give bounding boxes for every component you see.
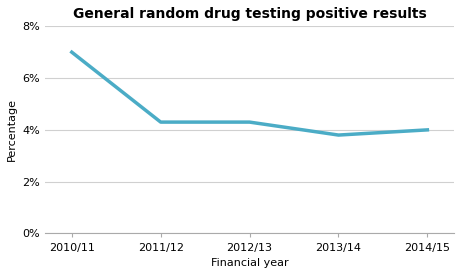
Title: General random drug testing positive results: General random drug testing positive res… [73,7,426,21]
Y-axis label: Percentage: Percentage [7,98,17,161]
X-axis label: Financial year: Financial year [211,258,289,268]
